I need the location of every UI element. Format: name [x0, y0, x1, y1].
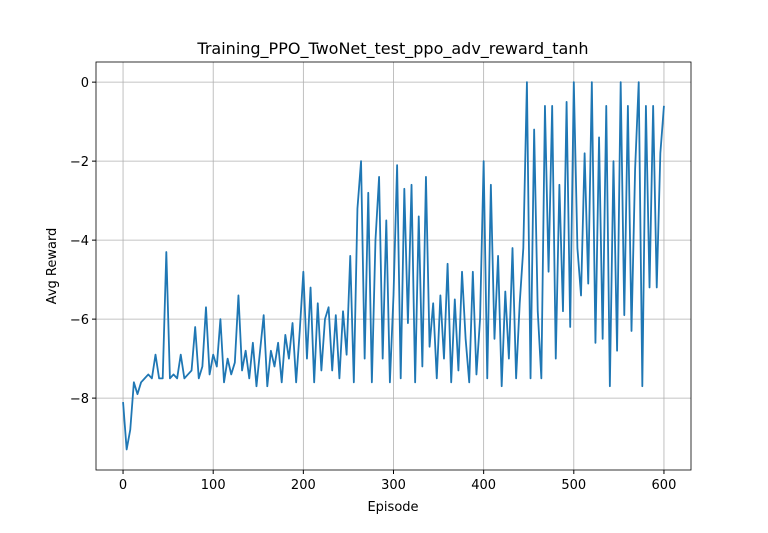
- y-axis-label: Avg Reward: [45, 228, 60, 305]
- y-tick-label: −8: [70, 392, 89, 407]
- data-line: [122, 81, 665, 451]
- y-tick-label: −4: [70, 234, 89, 249]
- y-tick-label: −6: [70, 313, 89, 328]
- chart-title: Training_PPO_TwoNet_test_ppo_adv_reward_…: [196, 39, 588, 59]
- x-tick-label: 600: [652, 478, 677, 493]
- x-tick-label: 0: [119, 478, 127, 493]
- x-tick-label: 500: [561, 478, 586, 493]
- x-axis-label: Episode: [367, 500, 418, 515]
- y-tick-label: 0: [81, 76, 89, 91]
- x-tick-label: 100: [201, 478, 226, 493]
- x-tick-label: 300: [381, 478, 406, 493]
- plot-frame: [95, 61, 692, 471]
- x-tick-label: 200: [291, 478, 316, 493]
- x-tick-label: 400: [471, 478, 496, 493]
- y-tick-label: −2: [70, 155, 89, 170]
